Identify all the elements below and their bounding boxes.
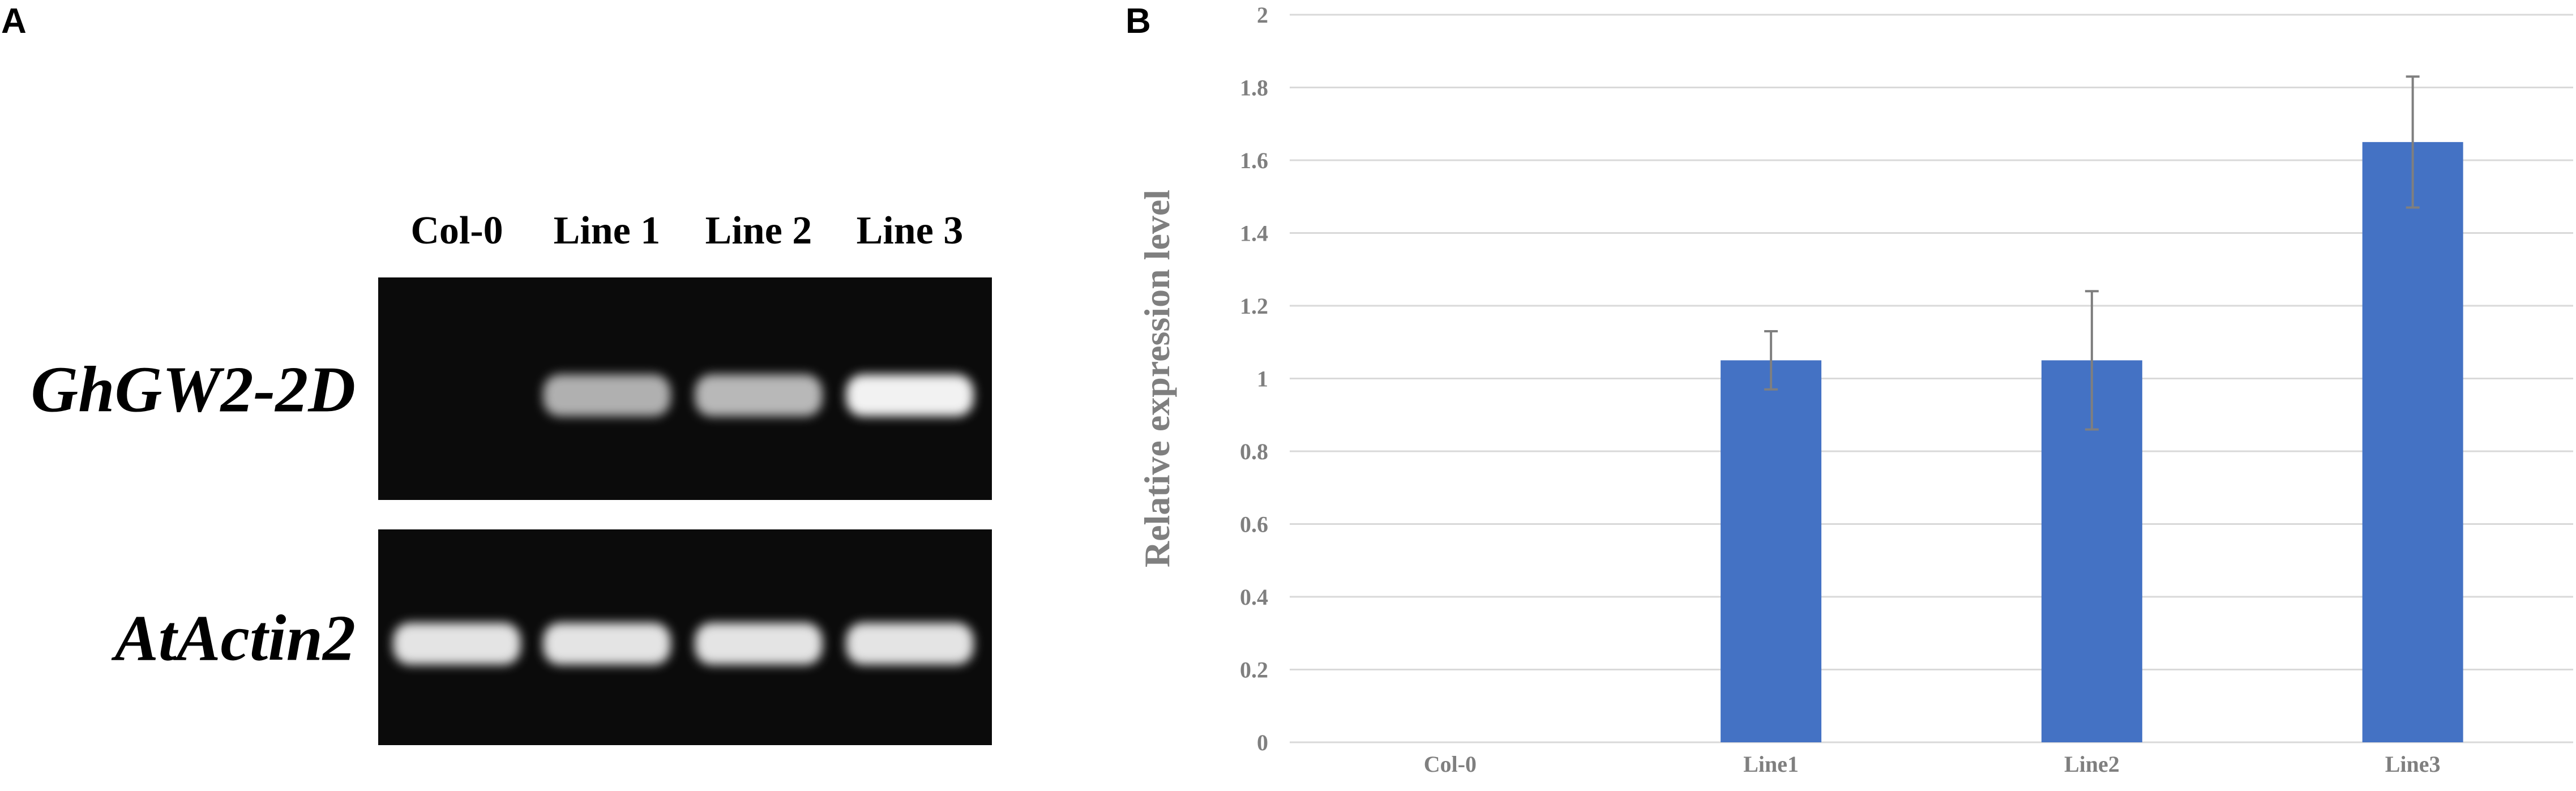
y-tick-label: 1.8 bbox=[1240, 75, 1268, 101]
panel-b-label: B bbox=[1126, 2, 1151, 41]
y-tick-label: 1.4 bbox=[1240, 221, 1268, 246]
x-tick-label: Col-0 bbox=[1424, 751, 1477, 777]
bar-line3 bbox=[2362, 142, 2463, 742]
y-tick-label: 2 bbox=[1257, 2, 1268, 28]
lane-label: Col-0 bbox=[410, 209, 503, 253]
gene-label: AtActin2 bbox=[112, 602, 356, 675]
bar-line1 bbox=[1721, 360, 1822, 742]
bars bbox=[1721, 142, 2463, 742]
gel-band bbox=[393, 622, 521, 665]
lane-label: Line 1 bbox=[554, 209, 661, 253]
x-tick-label: Line3 bbox=[2385, 751, 2441, 777]
gridlines bbox=[1290, 14, 2573, 743]
x-tick-labels: Col-0 Line1 Line2 Line3 bbox=[1424, 751, 2441, 777]
y-tick-label: 0.4 bbox=[1240, 584, 1268, 610]
lane-label: Line 2 bbox=[705, 209, 812, 253]
y-tick-label: 0.8 bbox=[1240, 439, 1268, 464]
gel-band bbox=[695, 622, 823, 665]
gel-image: Col-0 Line 1 Line 2 Line 3 GhGW2-2D AtActin2 bbox=[31, 209, 992, 745]
y-tick-label: 0 bbox=[1257, 730, 1268, 755]
y-tick-label: 1.2 bbox=[1240, 293, 1268, 319]
y-tick-label: 1.6 bbox=[1240, 148, 1268, 173]
gel-band bbox=[543, 622, 671, 665]
x-tick-label: Line2 bbox=[2064, 751, 2120, 777]
error-bars bbox=[1764, 75, 2420, 431]
y-tick-label: 1 bbox=[1257, 366, 1268, 392]
gel-band bbox=[543, 374, 671, 417]
y-tick-label: 0.6 bbox=[1240, 512, 1268, 537]
gel-band bbox=[846, 622, 974, 665]
error-bar bbox=[2406, 75, 2420, 209]
gel-band bbox=[695, 374, 823, 417]
y-axis-label: Relative expression level bbox=[1137, 190, 1177, 567]
error-bar bbox=[1764, 330, 1778, 391]
y-tick-labels: 0 0.2 0.4 0.6 0.8 1 1.2 1.4 1.6 1.8 2 bbox=[1240, 2, 1268, 755]
gel-band bbox=[846, 374, 974, 417]
bar-chart: 0 0.2 0.4 0.6 0.8 1 1.2 1.4 1.6 1.8 2 Col-0 Line1 Lin… bbox=[1137, 2, 2573, 777]
error-bar bbox=[2085, 290, 2099, 431]
y-tick-label: 0.2 bbox=[1240, 657, 1268, 683]
gene-label: GhGW2-2D bbox=[31, 354, 356, 426]
panel-a-label: A bbox=[1, 2, 27, 41]
lane-label: Line 3 bbox=[857, 209, 964, 253]
x-tick-label: Line1 bbox=[1743, 751, 1799, 777]
